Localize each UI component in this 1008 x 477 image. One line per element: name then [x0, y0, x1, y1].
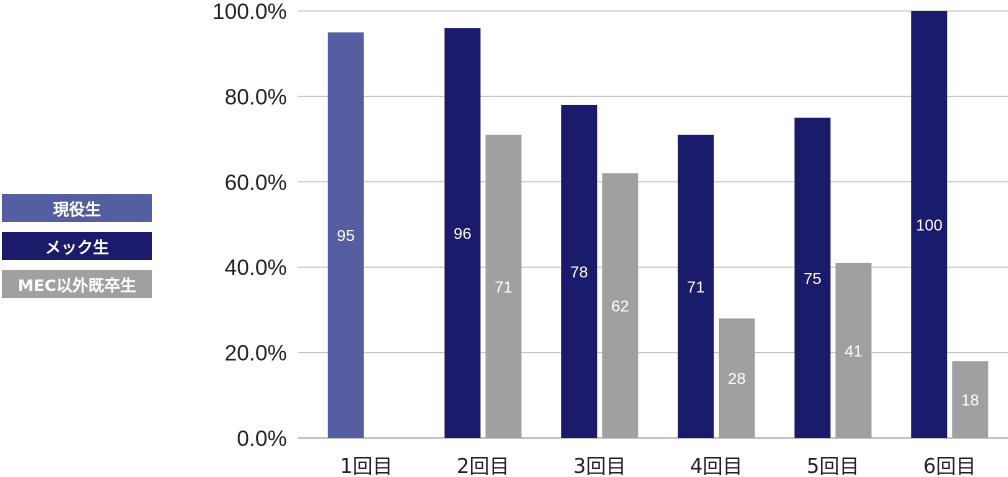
- bar: [602, 173, 639, 438]
- data-label: 71: [687, 279, 705, 296]
- y-tick-label: 100.0%: [212, 0, 287, 24]
- bar: [911, 11, 948, 438]
- bar: [794, 117, 831, 438]
- x-tick-label: 3回目: [573, 454, 626, 477]
- bar: [718, 318, 755, 438]
- bar: [485, 134, 522, 438]
- data-label: 71: [495, 279, 513, 296]
- x-tick-label: 6回目: [923, 454, 976, 477]
- data-label: 96: [454, 226, 472, 243]
- y-tick-label: 80.0%: [225, 84, 287, 109]
- legend-item-mec: メック生: [2, 232, 152, 260]
- x-tick-label: 5回目: [807, 454, 860, 477]
- bar: [561, 104, 598, 438]
- data-label: 95: [337, 228, 355, 245]
- data-label: 100: [916, 218, 943, 235]
- data-label: 18: [961, 393, 979, 410]
- data-label: 78: [570, 264, 588, 281]
- data-label: 28: [728, 371, 746, 388]
- y-tick-label: 0.0%: [237, 426, 287, 451]
- x-tick-label: 1回目: [340, 454, 393, 477]
- legend-item-other-graduates: MEC以外既卒生: [2, 270, 152, 298]
- x-tick-label: 2回目: [457, 454, 510, 477]
- bar: [327, 32, 364, 438]
- y-tick-label: 20.0%: [225, 341, 287, 366]
- y-tick-label: 40.0%: [225, 255, 287, 280]
- data-label: 62: [611, 299, 629, 316]
- bar: [952, 361, 989, 438]
- x-tick-label: 4回目: [690, 454, 743, 477]
- legend: 現役生 メック生 MEC以外既卒生: [2, 194, 152, 308]
- bar: [444, 28, 481, 439]
- y-tick-label: 60.0%: [225, 170, 287, 195]
- bar: [835, 262, 872, 438]
- bar: [677, 134, 714, 438]
- legend-item-genekisei: 現役生: [2, 194, 152, 222]
- data-label: 41: [845, 343, 863, 360]
- data-label: 75: [804, 271, 822, 288]
